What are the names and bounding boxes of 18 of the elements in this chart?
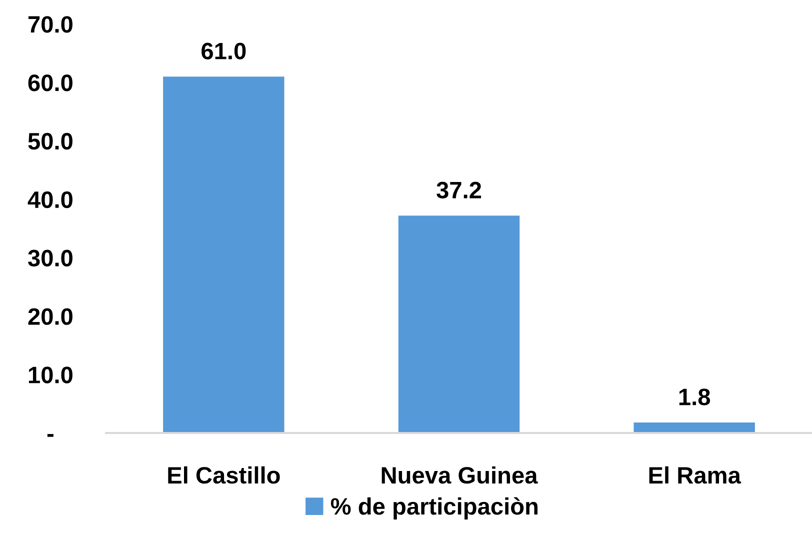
x-tick-label: El Rama (649, 466, 742, 484)
legend-label: % de participaciòn (330, 497, 538, 520)
y-tick-label: 10.0 (28, 366, 72, 384)
data-label: 1.8 (679, 388, 710, 406)
y-tick-label: 50.0 (28, 132, 72, 150)
y-tick-label: 70.0 (28, 16, 72, 33)
y-tick-label: 30.0 (28, 250, 72, 267)
x-tick-label: El Castillo (168, 466, 280, 484)
y-tick-label: 60.0 (28, 74, 72, 92)
bar (634, 422, 755, 433)
y-tick-label: - (47, 434, 54, 437)
data-label: 61.0 (202, 42, 246, 60)
bar (163, 76, 284, 433)
bar (398, 216, 520, 433)
y-tick-label: 40.0 (28, 191, 72, 208)
y-tick-label: 20.0 (28, 308, 72, 325)
x-tick-label: Nueva Guinea (382, 466, 538, 484)
data-label: 37.2 (436, 182, 482, 199)
